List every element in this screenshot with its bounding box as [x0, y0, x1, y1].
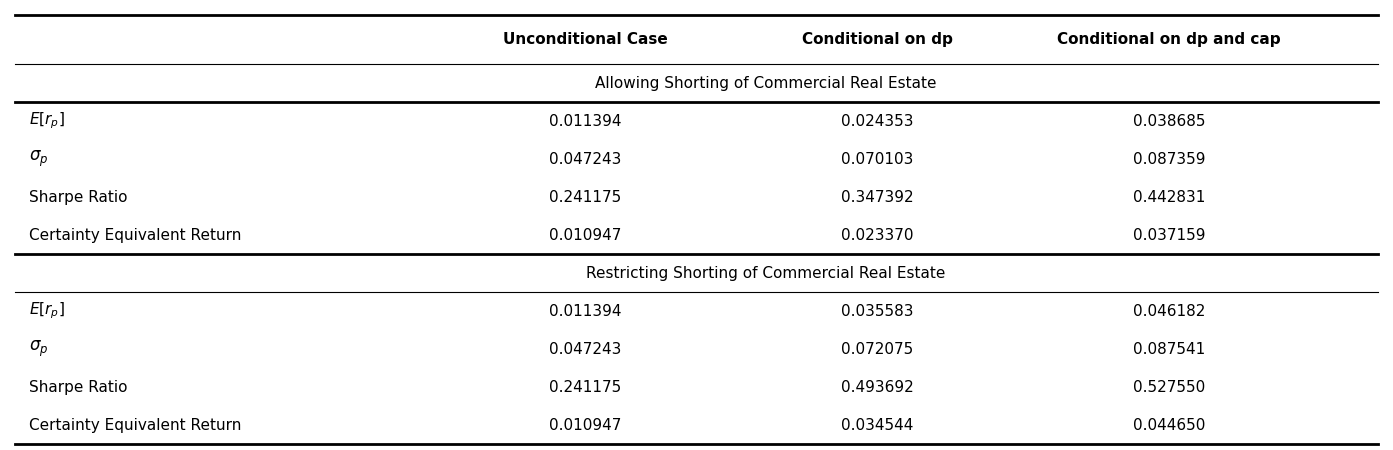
- Text: 0.241175: 0.241175: [549, 380, 621, 395]
- Text: $E\left[r_p\right]$: $E\left[r_p\right]$: [29, 111, 65, 131]
- Text: 0.011394: 0.011394: [549, 113, 621, 129]
- Text: 0.034544: 0.034544: [841, 418, 914, 432]
- Text: Certainty Equivalent Return: Certainty Equivalent Return: [29, 228, 241, 243]
- Text: Sharpe Ratio: Sharpe Ratio: [29, 189, 128, 205]
- Text: 0.493692: 0.493692: [841, 380, 914, 395]
- Text: 0.046182: 0.046182: [1133, 304, 1205, 319]
- Text: 0.044650: 0.044650: [1133, 418, 1205, 432]
- Text: 0.347392: 0.347392: [841, 189, 914, 205]
- Text: 0.011394: 0.011394: [549, 304, 621, 319]
- Text: 0.442831: 0.442831: [1133, 189, 1205, 205]
- Text: Conditional on dp: Conditional on dp: [802, 32, 953, 47]
- Text: Restricting Shorting of Commercial Real Estate: Restricting Shorting of Commercial Real …: [586, 266, 946, 281]
- Text: 0.241175: 0.241175: [549, 189, 621, 205]
- Text: $E\left[r_p\right]$: $E\left[r_p\right]$: [29, 301, 65, 321]
- Text: 0.023370: 0.023370: [841, 228, 914, 243]
- Text: Allowing Shorting of Commercial Real Estate: Allowing Shorting of Commercial Real Est…: [595, 76, 936, 90]
- Text: 0.527550: 0.527550: [1133, 380, 1205, 395]
- Text: 0.047243: 0.047243: [549, 342, 621, 356]
- Text: 0.038685: 0.038685: [1133, 113, 1205, 129]
- Text: Unconditional Case: Unconditional Case: [503, 32, 667, 47]
- Text: Certainty Equivalent Return: Certainty Equivalent Return: [29, 418, 241, 432]
- Text: 0.035583: 0.035583: [841, 304, 914, 319]
- Text: $\sigma_p$: $\sigma_p$: [29, 339, 49, 359]
- Text: 0.087359: 0.087359: [1133, 152, 1205, 166]
- Text: 0.037159: 0.037159: [1133, 228, 1205, 243]
- Text: 0.047243: 0.047243: [549, 152, 621, 166]
- Text: 0.087541: 0.087541: [1133, 342, 1205, 356]
- Text: $\sigma_p$: $\sigma_p$: [29, 149, 49, 169]
- Text: 0.010947: 0.010947: [549, 418, 621, 432]
- Text: 0.010947: 0.010947: [549, 228, 621, 243]
- Text: 0.024353: 0.024353: [841, 113, 914, 129]
- Text: Conditional on dp and cap: Conditional on dp and cap: [1057, 32, 1282, 47]
- Text: Sharpe Ratio: Sharpe Ratio: [29, 380, 128, 395]
- Text: 0.072075: 0.072075: [841, 342, 914, 356]
- Text: 0.070103: 0.070103: [841, 152, 914, 166]
